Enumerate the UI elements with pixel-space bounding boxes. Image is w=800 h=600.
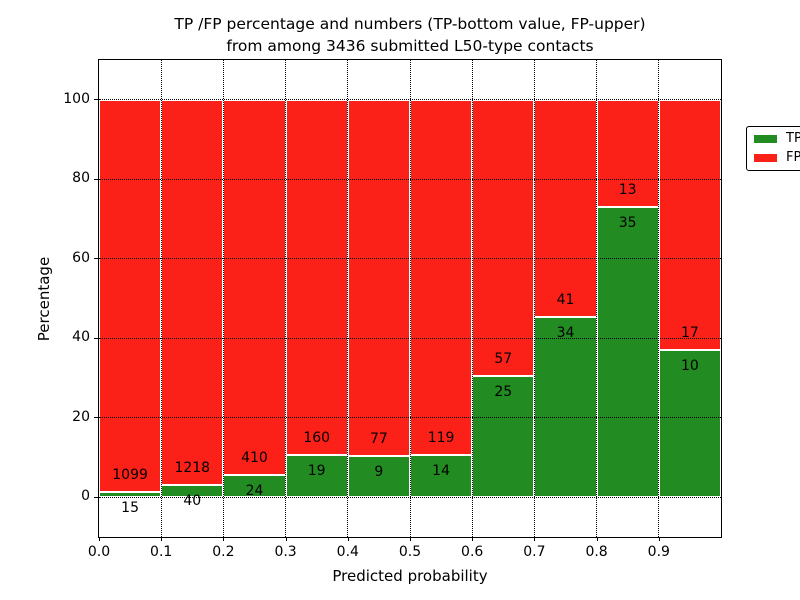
fp-count-label: 13 (618, 182, 637, 199)
vertical-gridline (285, 60, 287, 537)
tp-bar-segment (285, 455, 348, 498)
x-axis-tick (347, 537, 349, 541)
plot-area: 1099 15 1218 40 410 24 160 19 77 9 119 14 57 25 41 34 13… (98, 59, 800, 538)
legend-box: TP FP (746, 126, 800, 171)
vertical-gridline (471, 60, 473, 537)
y-axis-label: Percentage (35, 256, 53, 342)
x-axis-label: Predicted probability (332, 567, 488, 585)
vertical-gridline (533, 60, 535, 537)
x-axis-tick-label: 0.8 (585, 544, 608, 560)
vertical-gridline (596, 60, 598, 537)
y-axis-tick-label: 40 (72, 329, 90, 346)
y-axis-tick-label: 60 (72, 249, 90, 266)
x-axis-tick-label: 0.1 (150, 544, 173, 560)
fp-bar-segment (161, 99, 224, 485)
fp-legend-label: FP (786, 150, 800, 165)
fp-count-label: 41 (556, 292, 575, 309)
fp-count-label: 77 (369, 430, 388, 447)
fp-count-label: 17 (680, 325, 699, 342)
tp-bar-segment (534, 317, 597, 498)
fp-bar-segment (472, 99, 535, 377)
x-axis-tick (534, 537, 536, 541)
vertical-gridline (222, 60, 224, 537)
chart-title-line1: TP /FP percentage and numbers (TP-bottom… (174, 15, 646, 33)
tp-count-label: 35 (618, 215, 637, 232)
x-axis-tick-label: 0.0 (87, 544, 111, 560)
x-axis-tick (658, 537, 660, 541)
x-axis-tick-label: 0.7 (523, 544, 546, 560)
y-axis-tick (94, 99, 98, 101)
tp-count-label: 10 (680, 357, 699, 374)
x-axis-tick-label: 0.2 (212, 544, 235, 560)
x-axis-tick-label: 0.9 (647, 544, 670, 560)
fp-bar-segment (285, 99, 348, 456)
fp-bar-segment (658, 99, 721, 351)
vertical-gridline (409, 60, 411, 537)
vertical-gridline (658, 60, 660, 537)
fp-count-label: 57 (494, 351, 513, 368)
fp-count-label: 160 (303, 430, 331, 447)
y-axis-tick (94, 496, 98, 498)
x-axis-tick-label: 0.5 (398, 544, 422, 560)
y-axis-tick-label: 100 (63, 90, 90, 107)
y-axis-tick-label: 0 (81, 488, 90, 505)
x-axis-tick (596, 537, 598, 541)
tp-count-label: 25 (494, 384, 513, 400)
fp-bar-segment (223, 99, 286, 476)
y-axis-tick-label: 80 (72, 170, 90, 187)
chart-title-line2: from among 3436 submitted L50-type conta… (226, 37, 594, 55)
x-axis-tick-label: 0.4 (336, 544, 359, 560)
tp-count-label: 9 (374, 463, 384, 480)
tp-count-label: 15 (121, 499, 139, 516)
y-axis-tick (94, 258, 98, 260)
fp-bar-segment (347, 99, 410, 456)
fp-legend-swatch (754, 154, 777, 162)
tp-bar-segment (347, 455, 410, 498)
fp-count-label: 410 (241, 450, 268, 467)
fp-bar-segment (410, 99, 473, 456)
plot-inner: 1099 15 1218 40 410 24 160 19 77 9 119 14 57 25 41 34 13… (99, 60, 721, 537)
tp-bar-segment (99, 491, 162, 498)
y-axis-tick (94, 178, 98, 180)
x-axis-tick (99, 537, 100, 541)
fp-count-label: 1099 (112, 466, 148, 483)
legend-entry-tp: TP (754, 132, 800, 146)
chart-title: TP /FP percentage and numbers (TP-bottom… (99, 13, 721, 57)
x-axis-tick-label: 0.6 (461, 544, 484, 560)
y-axis-tick (94, 417, 98, 419)
vertical-gridline (160, 60, 162, 537)
fp-count-label: 1218 (174, 459, 211, 476)
tp-count-label: 34 (556, 325, 575, 341)
x-axis-tick (223, 537, 225, 541)
fp-bar-segment (99, 99, 162, 492)
tp-legend-swatch (754, 135, 777, 143)
fp-count-label: 119 (427, 430, 455, 447)
tp-count-label: 24 (245, 483, 264, 500)
tp-bar-segment (658, 350, 721, 498)
x-axis-tick (410, 537, 411, 541)
x-axis-tick (285, 537, 287, 541)
tp-bar-segment (472, 376, 535, 498)
y-axis-tick (94, 337, 98, 339)
legend-entry-fp: FP (754, 151, 800, 165)
y-axis-tick-label: 20 (72, 408, 90, 425)
tp-count-label: 40 (183, 492, 202, 509)
tp-count-label: 19 (307, 463, 326, 479)
fp-bar-segment (534, 99, 597, 318)
x-axis-tick-label: 0.3 (274, 544, 297, 560)
tp-legend-label: TP (786, 131, 800, 146)
fp-bar-segment (596, 99, 659, 208)
tp-count-label: 14 (432, 463, 450, 480)
vertical-gridline (347, 60, 349, 537)
x-axis-tick (472, 537, 474, 541)
x-axis-tick (161, 537, 163, 541)
tp-bar-segment (596, 207, 659, 498)
